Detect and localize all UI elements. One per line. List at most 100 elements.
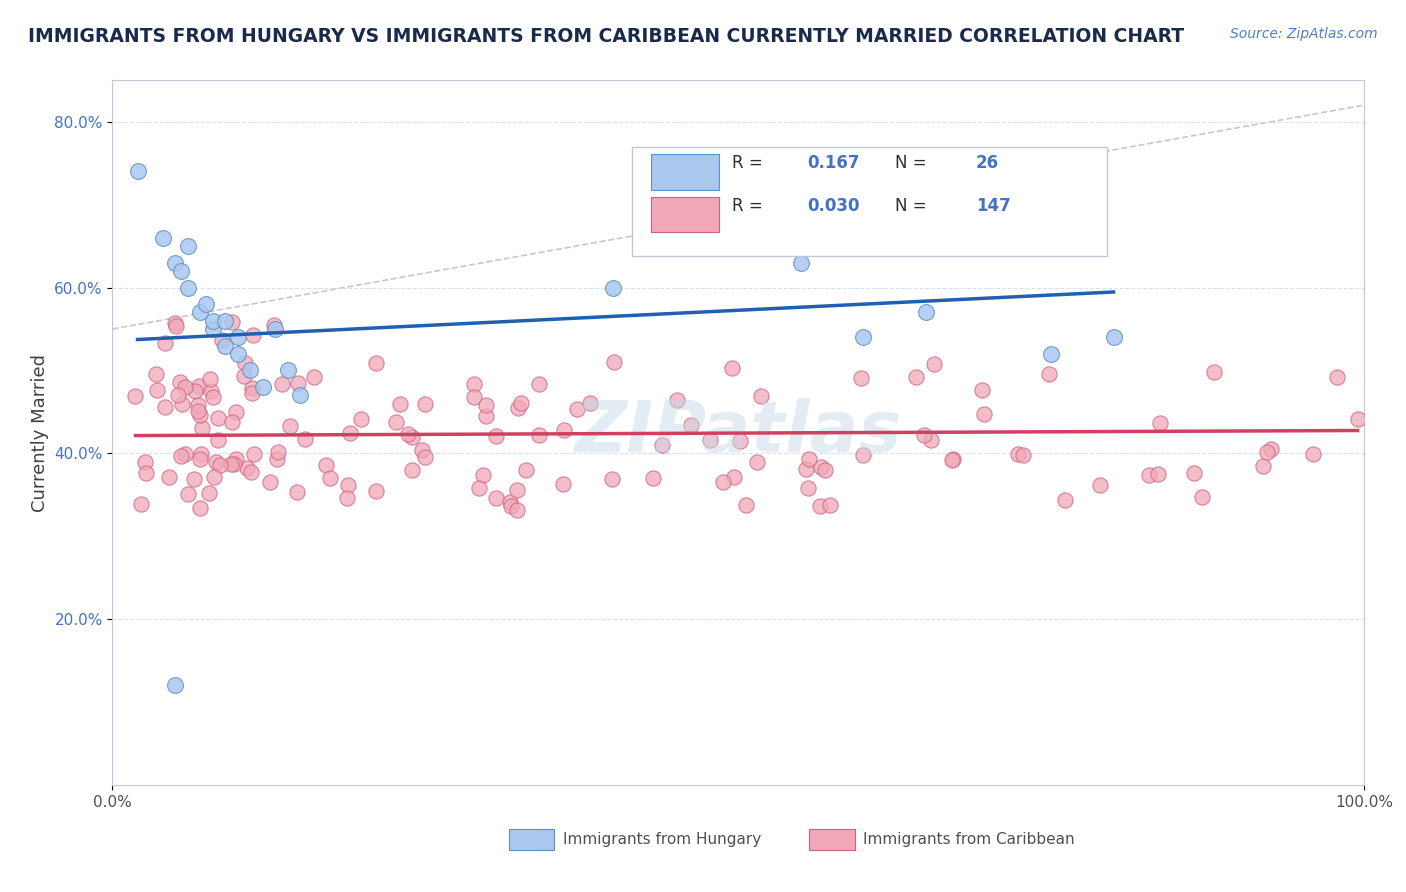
Point [790,255,813,269]
Point [240,465,263,479]
Point [498,495,520,509]
Text: ZIPatlas: ZIPatlas [575,398,901,467]
Point [176,239,198,253]
Point [134,455,156,469]
Point [315,458,337,473]
Point [797,452,820,467]
Text: 147: 147 [976,196,1011,215]
Point [527,376,550,391]
Point [198,486,221,500]
Point [475,409,498,423]
Point [153,400,176,414]
Point [474,398,496,412]
Point [259,475,281,490]
Point [145,368,167,382]
Point [190,451,212,466]
Point [280,418,302,433]
Point [506,401,529,416]
Point [509,396,531,410]
Point [287,376,309,391]
Point [169,375,191,389]
Point [641,471,664,485]
Point [177,487,200,501]
Point [912,428,935,442]
Point [157,470,180,484]
Point [124,389,146,403]
Point [735,498,758,512]
Point [135,466,157,480]
Point [904,370,927,384]
Point [201,322,224,336]
Point [127,164,149,178]
Point [468,481,491,495]
Point [207,434,229,448]
Point [920,433,942,447]
Point [413,397,436,411]
Point [176,280,198,294]
Point [183,384,205,399]
Point [463,390,485,404]
Point [851,371,873,385]
Point [242,328,264,343]
Point [973,407,995,421]
Point [1302,447,1324,461]
Point [201,314,224,328]
Point [852,448,875,462]
Point [1054,492,1077,507]
Point [188,500,211,515]
Point [221,415,243,429]
Point [167,388,190,402]
Point [666,392,689,407]
Point [233,356,256,370]
Point [302,370,325,384]
Text: 0.167: 0.167 [807,154,859,172]
Point [221,315,243,329]
Point [225,451,247,466]
Point [174,380,197,394]
Point [240,386,263,401]
Point [413,450,436,464]
Point [818,498,841,512]
Point [163,678,186,692]
Point [401,430,423,444]
FancyBboxPatch shape [631,147,1108,257]
Point [240,381,263,395]
Point [170,396,193,410]
Point [243,447,266,461]
Point [202,470,225,484]
Point [236,460,259,475]
Point [233,369,256,384]
Point [1251,458,1274,473]
Point [553,477,575,491]
Point [600,472,623,486]
Point [578,396,600,410]
Point [285,484,308,499]
Point [728,434,751,449]
Point [972,383,994,397]
Point [699,433,721,447]
Point [505,483,527,497]
Point [129,497,152,511]
Point [224,457,246,471]
Point [188,305,211,319]
Point [214,314,236,328]
Point [183,472,205,486]
Point [797,481,820,495]
Point [153,335,176,350]
Point [515,463,537,477]
Point [915,305,938,319]
Point [266,452,288,467]
Point [200,384,222,398]
Point [1182,466,1205,480]
Point [388,396,411,410]
Point [165,318,187,333]
Point [267,445,290,459]
Point [263,318,285,332]
Point [188,379,211,393]
Point [723,470,745,484]
Point [1007,447,1029,461]
Text: N =: N = [894,154,931,172]
Point [505,503,527,517]
Point [810,460,832,475]
Point [190,447,212,461]
